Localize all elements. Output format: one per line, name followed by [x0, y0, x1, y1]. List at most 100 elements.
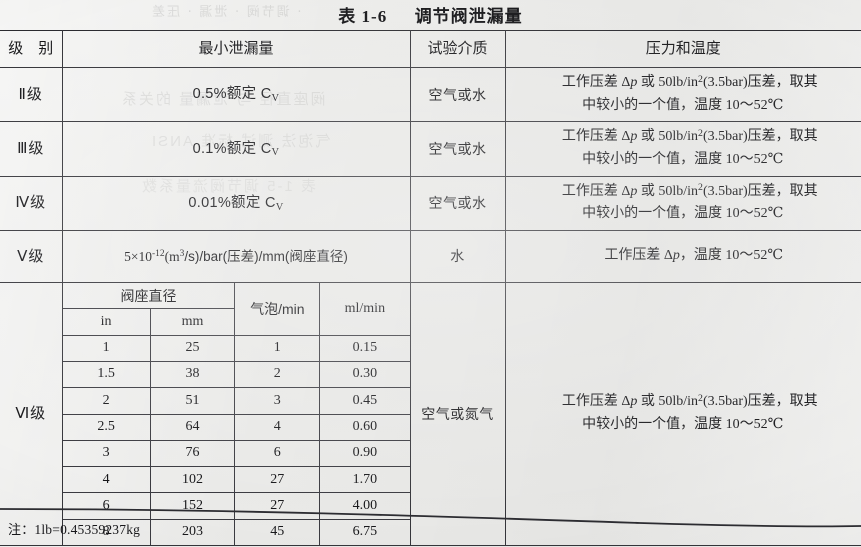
cell-in: 1 — [62, 334, 151, 362]
cell-mm: 25 — [149, 334, 236, 362]
pressure-l2: 中较小的一个值，温度 10～52℃ — [582, 417, 784, 433]
list-item: 1.5 38 2 0.30 — [62, 360, 410, 389]
leakage-table: 级 别 最小泄漏量 试验介质 压力和温度 Ⅱ级 0.5%额定 CV 空气或水 工… — [0, 30, 861, 546]
pressure-l1a: 工作压差 Δ — [561, 75, 631, 90]
pressure-sa: 工作压差 Δ — [604, 248, 673, 264]
table-title-text: 调节阀泄漏量 — [414, 7, 523, 26]
cell-in: 1.5 — [62, 360, 151, 389]
pressure-l1c: (3.5bar)压差，取其 — [702, 183, 818, 199]
pressure-l1a: 工作压差 Δ — [561, 394, 631, 410]
leakage-value: 5×10-12(m3/s)/bar(压差)/mm(阀座直径) — [61, 230, 411, 284]
subtable-header-row-2: in mm — [62, 308, 410, 336]
cell-in: 2.5 — [62, 413, 151, 441]
list-item: 1 25 1 0.15 — [62, 334, 410, 362]
seat-diameter-table: 阀座直径 气泡/min ml/min in mm 1 25 — [62, 283, 410, 545]
header-seat-diameter: 阀座直径 — [62, 283, 236, 310]
cell-bubbles: 2 — [234, 360, 321, 389]
table-row: Ⅳ级 0.01%额定 CV 空气或水 工作压差 Δp 或 50lb/in2(3.… — [0, 175, 861, 232]
cell-ml: 0.30 — [319, 360, 410, 389]
pressure-temperature: 工作压差 Δp 或 50lb/in2(3.5bar)压差，取其 中较小的一个值，… — [504, 175, 861, 232]
table-row-grade-vi: Ⅵ级 阀座直径 气泡/min ml/min in mm — [0, 282, 861, 546]
header-mm: mm — [149, 308, 235, 336]
power-exponent: -12 — [152, 249, 165, 260]
subtable-header-row-1: 阀座直径 气泡/min ml/min — [62, 283, 410, 336]
cell-ml: 0.15 — [319, 334, 410, 362]
grade-label: Ⅱ级 — [0, 66, 63, 123]
square-exponent: 2 — [698, 392, 703, 404]
square-exponent: 2 — [698, 127, 703, 139]
grade-label: Ⅵ级 — [0, 282, 63, 546]
pressure-temperature: 工作压差 Δp 或 50lb/in2(3.5bar)压差，取其 中较小的一个值，… — [504, 121, 861, 177]
test-medium: 水 — [409, 230, 506, 284]
delta-p-symbol: p — [630, 183, 638, 199]
cell-ml: 0.60 — [319, 413, 410, 441]
grade-label: Ⅳ级 — [0, 175, 63, 232]
leakage-unit-a: (m — [164, 248, 180, 264]
page-title: 表 1-6 调节阀泄漏量 — [0, 2, 861, 27]
cv-subscript: V — [271, 147, 280, 159]
header-pressure: 压力和温度 — [504, 30, 861, 68]
cell-in: 3 — [62, 439, 151, 468]
header-inch: in — [62, 308, 151, 336]
pressure-l1b: 或 50lb/in — [637, 394, 699, 410]
square-exponent: 2 — [698, 73, 703, 85]
pressure-temperature: 工作压差 Δp，温度 10～52℃ — [504, 230, 861, 284]
table-number: 表 1-6 — [338, 7, 388, 26]
cell-in: 6 — [62, 492, 151, 520]
table-row: Ⅴ级 5×10-12(m3/s)/bar(压差)/mm(阀座直径) 水 工作压差… — [0, 230, 861, 284]
header-medium: 试验介质 — [409, 30, 506, 68]
test-medium: 空气或氮气 — [409, 282, 506, 546]
pressure-sb: ，温度 10～52℃ — [679, 248, 784, 264]
leakage-unit-b: /s)/bar(压差)/mm(阀座直径) — [184, 248, 348, 264]
cell-ml: 1.70 — [319, 466, 410, 494]
cell-bubbles: 45 — [234, 518, 321, 545]
list-item: 4 102 27 1.70 — [62, 466, 410, 494]
table-row: Ⅱ级 0.5%额定 CV 空气或水 工作压差 Δp 或 50lb/in2(3.5… — [0, 66, 861, 123]
delta-p-symbol: p — [630, 129, 638, 145]
pressure-l1c: (3.5bar)压差，取其 — [702, 75, 818, 90]
list-item: 2 51 3 0.45 — [62, 387, 410, 415]
cell-mm: 102 — [149, 466, 236, 494]
pressure-l1a: 工作压差 Δ — [561, 129, 631, 145]
grade-label: Ⅲ级 — [0, 121, 63, 177]
list-item: 6 152 27 4.00 — [62, 492, 410, 520]
cubic-exponent: 3 — [179, 249, 185, 260]
footnote: 注：1lb=0.45359237kg — [8, 519, 140, 538]
cell-bubbles: 27 — [234, 492, 321, 520]
list-item: 2.5 64 4 0.60 — [62, 413, 410, 441]
table-header-row: 级 别 最小泄漏量 试验介质 压力和温度 — [0, 30, 861, 68]
cell-mm: 51 — [149, 387, 236, 415]
pressure-l1a: 工作压差 Δ — [561, 183, 631, 199]
leakage-value: 0.1%额定 CV — [61, 121, 411, 177]
pressure-temperature: 工作压差 Δp 或 50lb/in2(3.5bar)压差，取其 中较小的一个值，… — [504, 282, 861, 546]
cell-ml: 4.00 — [319, 492, 410, 520]
pressure-l1c: (3.5bar)压差，取其 — [702, 129, 818, 145]
pressure-l1b: 或 50lb/in — [637, 129, 699, 145]
test-medium: 空气或水 — [409, 66, 506, 123]
leakage-coef: 5×10 — [124, 248, 153, 264]
pressure-l1b: 或 50lb/in — [637, 183, 699, 199]
delta-p-symbol: p — [630, 394, 638, 410]
cell-bubbles: 1 — [234, 334, 321, 362]
cell-mm: 152 — [149, 492, 236, 520]
leakage-value: 0.01%额定 CV — [61, 175, 411, 232]
cell-bubbles: 6 — [234, 439, 321, 468]
cell-ml: 0.90 — [319, 439, 410, 468]
cell-bubbles: 27 — [234, 466, 321, 494]
cell-bubbles: 3 — [234, 387, 321, 415]
cell-bubbles: 4 — [234, 413, 321, 441]
test-medium: 空气或水 — [409, 121, 506, 177]
cell-mm: 38 — [149, 360, 236, 389]
leakage-text: 0.5%额定 C — [192, 86, 272, 103]
grade-label: Ⅴ级 — [0, 230, 63, 284]
cv-subscript: V — [271, 92, 280, 104]
leakage-value: 0.5%额定 CV — [61, 66, 411, 123]
delta-p-symbol: p — [672, 248, 680, 264]
delta-p-symbol: p — [630, 75, 638, 90]
pressure-l2: 中较小的一个值，温度 10～52℃ — [582, 97, 784, 113]
cv-subscript: V — [275, 201, 284, 213]
cell-mm: 203 — [149, 518, 236, 545]
header-leakage: 最小泄漏量 — [61, 30, 411, 68]
cell-mm: 64 — [149, 413, 236, 441]
